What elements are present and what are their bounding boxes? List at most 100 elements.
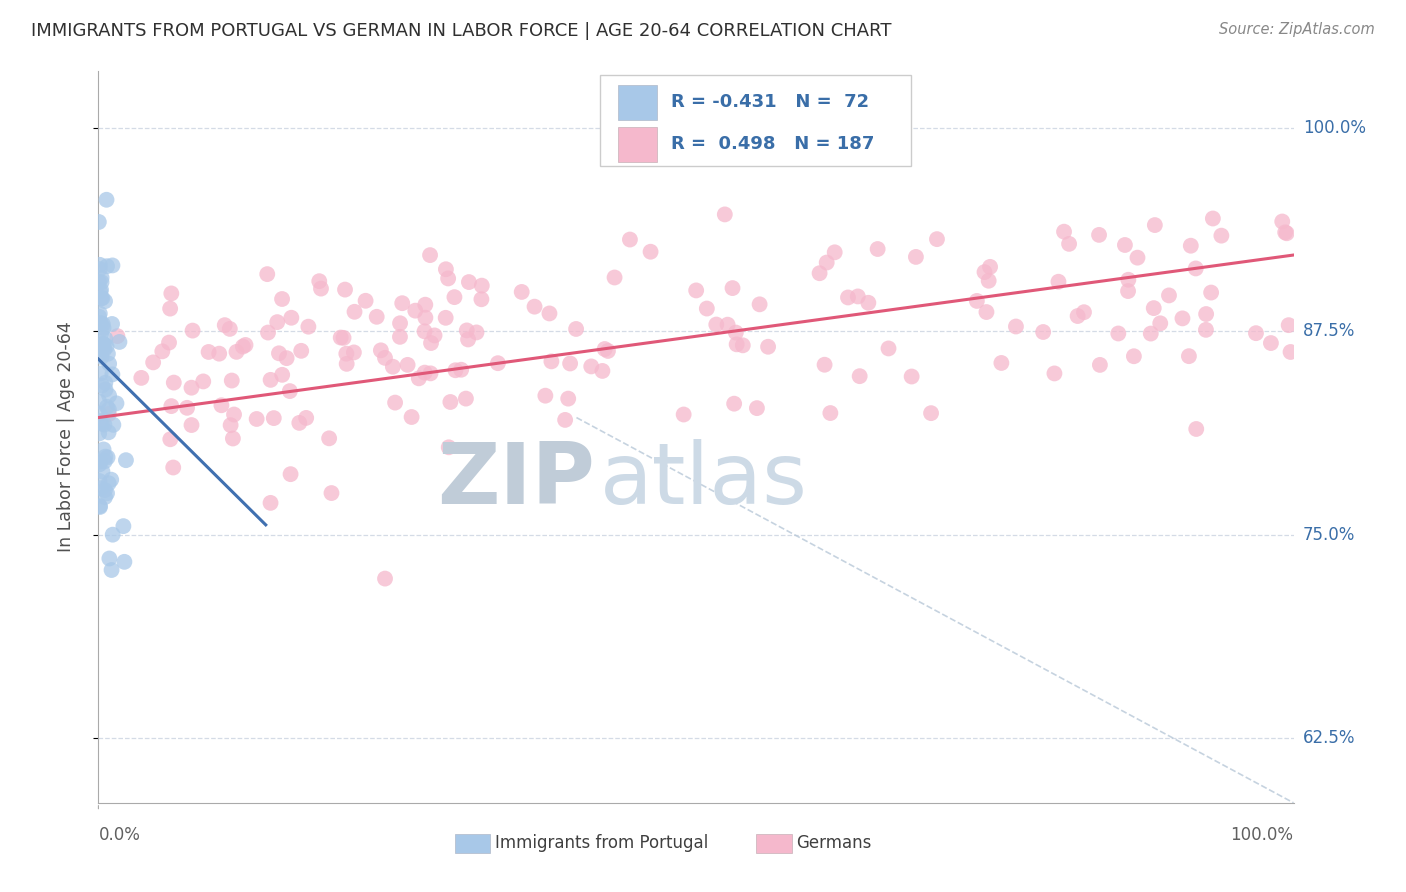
- Point: [90, 326, 112, 341]
- Point: [214, 318, 236, 333]
- Point: [343, 305, 366, 319]
- Point: [96, 259, 118, 273]
- Point: [966, 293, 988, 308]
- Point: [581, 359, 603, 374]
- Point: [1114, 238, 1136, 252]
- Point: [413, 298, 436, 312]
- Point: [1278, 318, 1301, 333]
- Point: [90, 367, 112, 381]
- Point: [94, 383, 117, 397]
- Point: [332, 331, 354, 345]
- Point: [1116, 284, 1139, 298]
- Point: [278, 384, 301, 398]
- Point: [90, 283, 112, 297]
- Point: [672, 408, 695, 422]
- Point: [1157, 288, 1180, 302]
- Point: [336, 357, 359, 371]
- Point: [1211, 228, 1233, 243]
- Point: [98, 551, 121, 566]
- Point: [1180, 238, 1202, 252]
- Point: [259, 373, 281, 387]
- Point: [979, 260, 1001, 274]
- Point: [756, 340, 779, 354]
- Point: [1043, 367, 1066, 381]
- Point: [404, 303, 426, 318]
- Point: [510, 285, 533, 299]
- Point: [225, 344, 247, 359]
- Point: [837, 290, 859, 304]
- Point: [388, 330, 411, 344]
- Bar: [619, 85, 657, 120]
- Point: [90, 275, 112, 289]
- Point: [384, 395, 406, 409]
- Point: [408, 371, 430, 385]
- Point: [150, 344, 173, 359]
- Point: [920, 406, 942, 420]
- Point: [745, 401, 768, 416]
- Point: [538, 306, 561, 320]
- Point: [486, 356, 509, 370]
- Point: [866, 242, 889, 256]
- FancyBboxPatch shape: [600, 75, 911, 167]
- Point: [370, 343, 392, 358]
- Point: [308, 274, 330, 288]
- Point: [1271, 214, 1294, 228]
- Point: [94, 332, 117, 346]
- Point: [1185, 422, 1208, 436]
- Point: [1088, 227, 1111, 242]
- Text: 100.0%: 100.0%: [1303, 120, 1367, 137]
- Point: [434, 262, 457, 277]
- Point: [94, 490, 117, 504]
- Point: [90, 316, 112, 330]
- Point: [94, 376, 117, 390]
- Point: [89, 414, 111, 428]
- Text: Germans: Germans: [796, 834, 872, 852]
- Point: [87, 348, 110, 362]
- Point: [97, 347, 120, 361]
- Point: [159, 432, 181, 446]
- Point: [87, 215, 110, 229]
- Point: [90, 270, 112, 285]
- Point: [91, 378, 114, 392]
- Point: [93, 337, 115, 351]
- Point: [423, 328, 446, 343]
- Point: [280, 467, 302, 482]
- Text: 100.0%: 100.0%: [1230, 826, 1294, 844]
- Point: [846, 289, 869, 303]
- Point: [89, 262, 111, 277]
- Point: [904, 250, 927, 264]
- Point: [297, 319, 319, 334]
- Point: [731, 338, 754, 352]
- Point: [160, 286, 183, 301]
- Point: [103, 417, 125, 432]
- Point: [1178, 349, 1201, 363]
- Point: [93, 343, 115, 357]
- Point: [256, 267, 278, 281]
- Point: [259, 496, 281, 510]
- Point: [1139, 326, 1161, 341]
- Point: [434, 310, 457, 325]
- Point: [107, 329, 129, 343]
- Point: [1005, 319, 1028, 334]
- Point: [523, 300, 546, 314]
- Point: [458, 275, 481, 289]
- Point: [94, 454, 117, 468]
- Point: [1171, 311, 1194, 326]
- Point: [91, 337, 114, 351]
- Point: [90, 417, 112, 431]
- Point: [232, 340, 254, 354]
- Point: [619, 233, 641, 247]
- Point: [100, 563, 122, 577]
- Point: [333, 283, 356, 297]
- Point: [1107, 326, 1129, 341]
- Text: 62.5%: 62.5%: [1303, 729, 1355, 747]
- Point: [603, 270, 626, 285]
- Point: [87, 310, 110, 324]
- Point: [159, 301, 181, 316]
- Point: [246, 412, 269, 426]
- Point: [554, 413, 576, 427]
- Point: [115, 453, 138, 467]
- Point: [94, 450, 117, 464]
- Point: [97, 450, 120, 465]
- Point: [89, 258, 111, 272]
